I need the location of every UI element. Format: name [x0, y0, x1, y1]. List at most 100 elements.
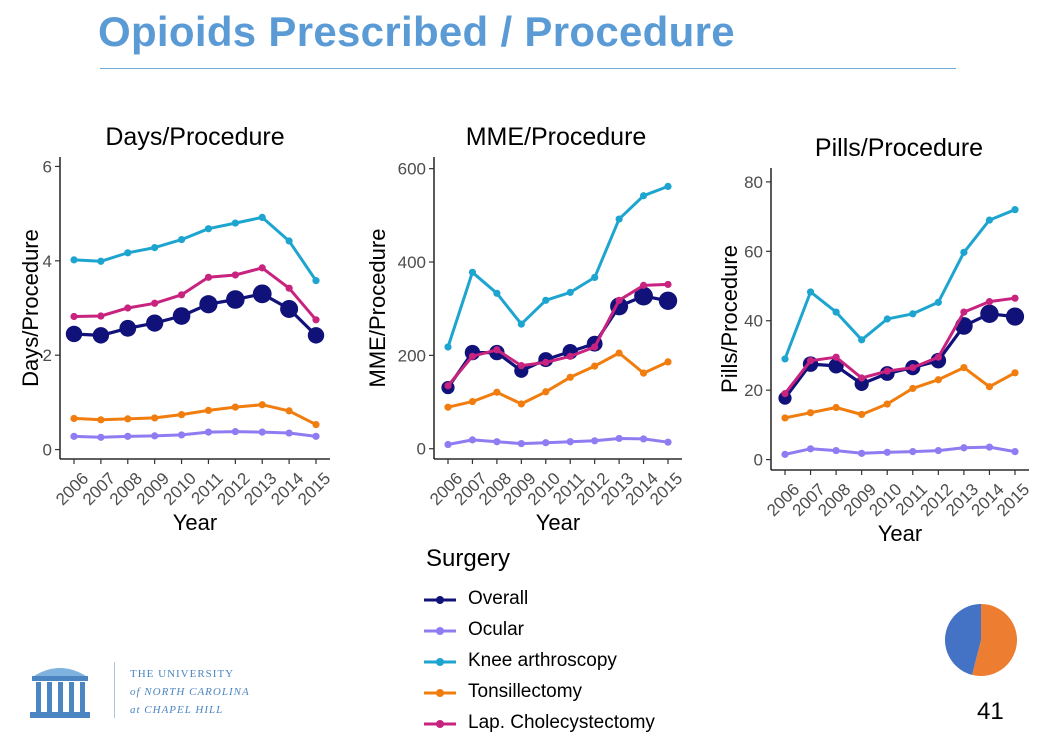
data-point [832, 446, 840, 455]
data-point [493, 438, 501, 446]
data-point [615, 434, 623, 443]
legend-item-overall: Overall [422, 587, 712, 613]
data-point [1011, 369, 1019, 377]
data-point [883, 315, 891, 323]
legend-item-ocular: Ocular [422, 618, 712, 644]
series-line [446, 282, 669, 387]
data-point [934, 376, 942, 384]
y-tick-label: 600 [398, 160, 426, 179]
series-overall [778, 304, 1025, 405]
unc-logo: THE UNIVERSITY of NORTH CAROLINA at CHAP… [26, 662, 286, 722]
y-tick-label: 80 [744, 173, 763, 192]
data-point [307, 327, 325, 344]
data-point [909, 448, 917, 456]
data-point [664, 182, 672, 191]
legend-item-tonsillectomy: Tonsillectomy [422, 680, 712, 706]
data-point [566, 373, 574, 381]
data-point [781, 390, 789, 398]
data-point [124, 415, 132, 423]
data-point [832, 308, 840, 316]
data-point [231, 219, 239, 227]
data-point [124, 249, 132, 257]
legend-swatch-overall [424, 596, 456, 604]
data-point [806, 288, 815, 296]
data-point [566, 288, 574, 296]
series-lap-cholecystectomy [781, 294, 1019, 398]
legend-point [436, 720, 444, 728]
logo-line-2: of NORTH CAROLINA [130, 686, 250, 698]
data-point [280, 299, 299, 318]
legend-swatch-ocular [424, 627, 456, 635]
data-point [97, 257, 105, 265]
y-axis-label: MME/Procedure [365, 229, 390, 388]
data-point [65, 325, 83, 343]
legend-swatch-knee-arthroscopy [424, 658, 456, 666]
legend-point [436, 658, 444, 666]
data-point [658, 291, 678, 310]
data-point [985, 216, 994, 224]
data-point [985, 383, 994, 391]
data-point [664, 280, 672, 289]
data-point [883, 448, 891, 456]
series-overall [65, 284, 325, 344]
data-point [226, 290, 245, 309]
legend-swatch-tonsillectomy [424, 689, 456, 697]
data-point [493, 388, 501, 396]
data-point [258, 428, 266, 436]
data-point [858, 374, 866, 382]
legend-label: Tonsillectomy [468, 681, 583, 702]
data-point [591, 362, 599, 370]
data-point [70, 432, 78, 440]
series-line [73, 266, 318, 321]
series-line [73, 430, 317, 439]
data-point [985, 443, 994, 451]
data-point [854, 376, 869, 392]
data-point [832, 353, 840, 361]
data-point [909, 384, 917, 393]
data-point [781, 414, 789, 422]
chart-title: Pills/Procedure [815, 134, 983, 162]
y-tick-label: 400 [398, 253, 426, 272]
data-point [97, 433, 105, 441]
legend-label: Knee arthroscopy [468, 650, 617, 671]
legend: Surgery Overall Ocular Knee arthroscopy … [422, 545, 722, 740]
data-point [177, 411, 186, 419]
data-point [493, 346, 501, 354]
data-point [985, 298, 994, 306]
data-point [97, 416, 105, 424]
data-point [444, 343, 452, 351]
data-point [639, 369, 648, 377]
data-point [517, 320, 525, 328]
data-point [591, 343, 599, 351]
data-point [285, 429, 293, 437]
data-point [177, 431, 186, 439]
pie-slice [972, 604, 1017, 676]
series-knee-arthroscopy [781, 206, 1019, 363]
series-line [783, 296, 1016, 395]
data-point [312, 432, 320, 440]
data-point [542, 439, 550, 447]
x-axis-label: Year [173, 510, 217, 535]
y-axis-label: Pills/Procedure [717, 245, 742, 393]
data-point [542, 358, 550, 366]
data-point [146, 314, 164, 332]
y-tick-label: 20 [744, 381, 763, 400]
legend-swatch-lap-cholecystectomy [424, 720, 456, 728]
pills-per-procedure-chart: Pills/Procedure0204060802006200720082009… [717, 134, 1033, 546]
data-point [444, 382, 452, 390]
data-point [172, 307, 191, 325]
days-per-procedure-chart: Days/Procedure02462006200720082009201020… [18, 123, 334, 535]
series-tonsillectomy [70, 401, 320, 429]
data-point [1011, 206, 1019, 214]
series-line [447, 351, 669, 409]
data-point [258, 401, 266, 409]
logo-divider [114, 662, 115, 718]
logo-line-1: THE UNIVERSITY [130, 668, 235, 680]
series-knee-arthroscopy [70, 213, 320, 285]
data-point [285, 237, 293, 245]
data-point [832, 403, 840, 412]
legend-point [436, 596, 444, 604]
series-knee-arthroscopy [444, 182, 672, 351]
data-point [883, 400, 891, 408]
legend-item-knee-arthroscopy: Knee arthroscopy [422, 649, 712, 675]
